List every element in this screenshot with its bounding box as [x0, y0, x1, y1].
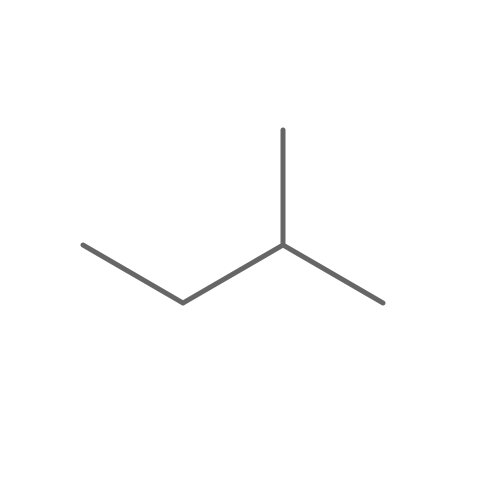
molecule-diagram — [0, 0, 500, 500]
bond-line — [183, 245, 283, 303]
bond-line — [283, 245, 383, 303]
bond-line — [83, 245, 183, 303]
skeletal-formula-svg — [0, 0, 500, 500]
